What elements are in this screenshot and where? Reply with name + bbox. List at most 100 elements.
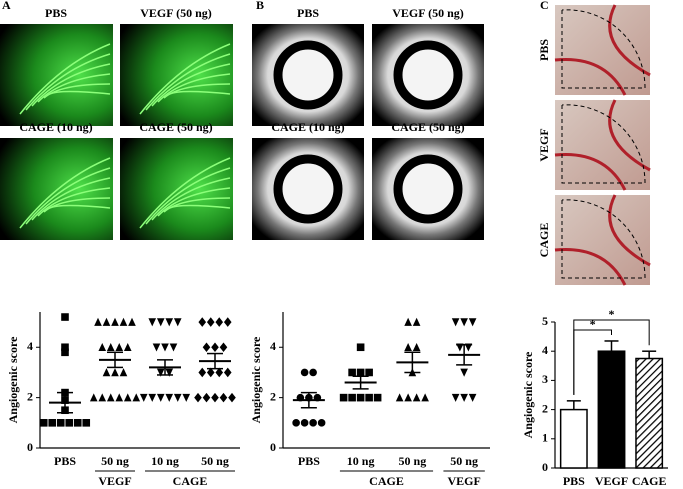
y-tick-label: 0 [270,440,276,454]
marker [219,342,228,353]
vessel [49,90,111,95]
vessel [37,187,111,217]
cam-image [555,195,650,285]
marker [123,393,132,402]
marker [404,342,412,352]
vessel [19,43,111,115]
vessel [157,73,231,103]
marker [211,392,219,403]
bar [597,350,626,469]
marker [169,343,178,352]
x-tick-label: 10 ng [151,454,179,468]
sector [561,104,646,184]
marker [215,367,224,378]
marker [123,342,132,352]
marker [395,393,404,402]
marker [300,368,309,377]
vessel [139,157,231,229]
image-label: VEGF (50 ng) [392,6,464,20]
x-tick-label: 50 ng [101,454,129,468]
marker [156,393,165,402]
marker [317,419,326,427]
ring [393,154,463,224]
marker [309,419,317,427]
vessel [145,53,231,111]
image-label: PBS [45,6,67,20]
marker [460,393,468,402]
marker [468,393,477,402]
marker [373,393,382,402]
y-tick-label: 1 [542,431,548,445]
group-label: VEGF [98,474,131,488]
marker [89,393,98,402]
marker [165,393,174,402]
y-tick-label: 4 [27,339,33,353]
fluorescence-image [0,24,113,126]
marker [202,392,211,403]
marker [300,419,309,427]
cam-image [555,100,650,190]
marker [292,419,300,427]
marker [98,342,107,352]
vessel [25,167,111,225]
marker [223,317,232,327]
x-tick-label: 10 ng [347,454,375,468]
marker [98,393,107,402]
marker [412,317,421,326]
marker [348,393,356,402]
marker [115,342,124,352]
marker [106,393,115,402]
marker [119,317,128,326]
marker [451,318,460,327]
vessel [43,83,111,99]
vessel [49,204,111,209]
x-tick-label: 50 ng [399,454,427,468]
marker [148,318,157,327]
bar [635,357,664,469]
significance-label: * [609,307,615,321]
marker [356,368,365,377]
vessel [157,187,231,217]
marker [82,419,91,427]
vessel [554,99,651,191]
image-label: PBS [537,39,551,61]
vessel [163,83,231,99]
vessel [163,197,231,213]
marker [404,317,412,326]
marker [111,368,119,377]
marker [365,368,373,377]
image-label: CAGE [537,223,551,258]
vessel [25,53,111,111]
marker [468,318,477,327]
marker [115,393,124,402]
marker [339,393,348,402]
cam-image [555,5,650,95]
marker [223,367,232,378]
sector [561,199,646,279]
marker [219,392,228,403]
panel-label: A [2,0,11,12]
marker [73,419,82,427]
marker [309,368,317,377]
y-tick-label: 0 [27,440,33,454]
marker [198,367,207,378]
image-label: CAGE (10 ng) [271,120,344,134]
ring [273,154,343,224]
x-tick-label: 50 ng [450,454,478,468]
significance-label: * [590,317,596,331]
marker [39,419,48,427]
y-tick-label: 4 [270,339,276,353]
bar [559,408,588,469]
panel-label: C [540,0,549,12]
marker [421,393,429,402]
marker [206,317,215,327]
marker [182,393,191,402]
y-tick-label: 0 [542,460,548,474]
marker [173,393,182,402]
marker [61,348,69,357]
y-tick-label: 2 [270,389,276,403]
y-axis-label: Angiogenic score [521,351,535,438]
marker [451,393,460,402]
marker [119,368,128,377]
x-tick-label: CAGE [632,474,667,488]
